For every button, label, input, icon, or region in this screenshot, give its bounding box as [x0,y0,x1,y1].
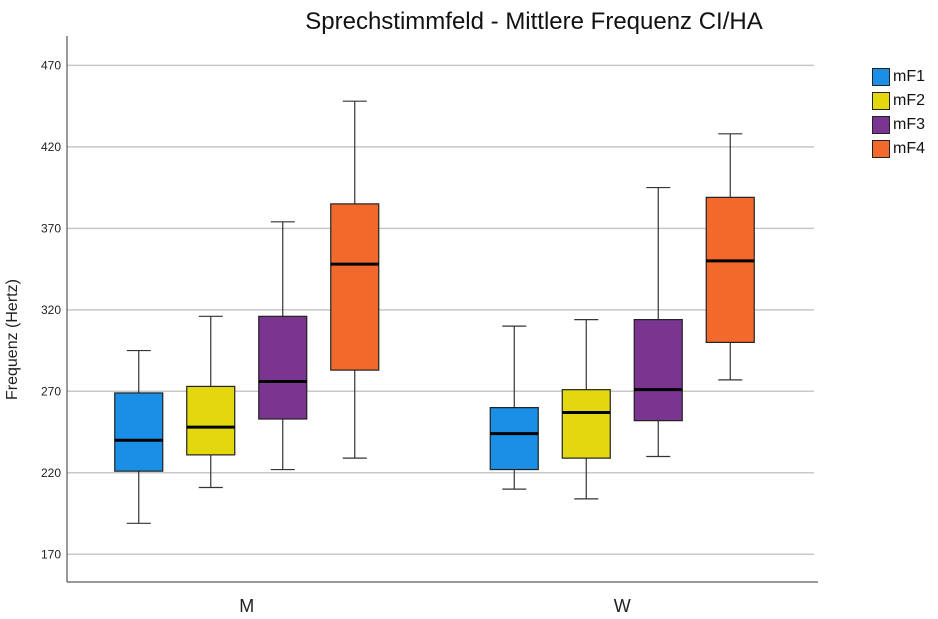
legend-item-mf2: mF2 [872,90,925,112]
box-mf1 [114,392,164,472]
box-mf2 [186,385,236,456]
legend-item-mf3: mF3 [872,114,925,136]
legend-swatch-mf3 [872,116,890,134]
legend-label: mF3 [893,116,925,133]
legend-item-mf1: mF1 [872,66,925,88]
legend: mF1 mF2 mF3 mF4 [872,66,925,162]
legend-swatch-mf1 [872,68,890,86]
x-tick-label: W [614,596,631,616]
legend-label: mF1 [893,68,925,85]
legend-label: mF2 [893,92,925,109]
box-mf4 [705,196,755,344]
legend-swatch-mf4 [872,140,890,158]
box-mf1 [489,407,539,471]
x-tick-label: M [239,596,254,616]
legend-label: mF4 [893,140,925,157]
box-mf4 [330,203,380,371]
legend-swatch-mf2 [872,92,890,110]
box-mf3 [633,318,683,422]
y-tick-label: 220 [41,466,61,480]
box-mf2 [561,389,611,459]
y-tick-label: 270 [41,384,61,398]
y-tick-label: 470 [41,58,61,72]
legend-item-mf4: mF4 [872,138,925,160]
y-tick-label: 370 [41,221,61,235]
y-tick-label: 320 [41,303,61,317]
chart-title: Sprechstimmfeld - Mittlere Frequenz CI/H… [305,8,763,35]
y-tick-label: 170 [41,547,61,561]
box-mf3 [258,315,308,420]
y-tick-label: 420 [41,140,61,154]
